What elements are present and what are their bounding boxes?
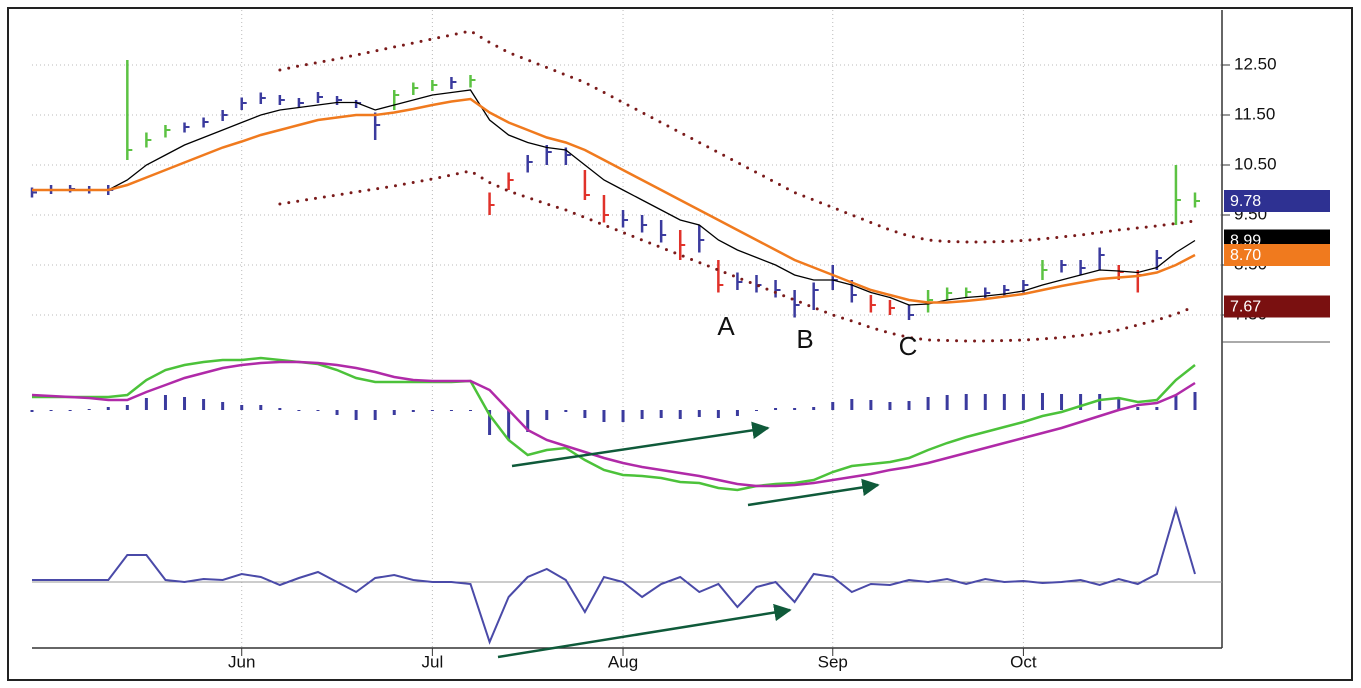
- histogram-bar: [659, 410, 663, 418]
- histogram-bar: [850, 399, 854, 410]
- histogram-bar: [335, 410, 339, 415]
- price-flag: [1224, 190, 1330, 212]
- y-tick-label: 10.50: [1234, 154, 1277, 173]
- macd-line: [32, 356, 1196, 492]
- histogram-bar: [1155, 407, 1159, 410]
- price-flag-label: 8.70: [1230, 247, 1261, 264]
- moving-average: [32, 89, 1196, 306]
- histogram-bar: [602, 410, 606, 422]
- histogram-bar: [869, 400, 873, 410]
- histogram-bar: [488, 410, 492, 435]
- histogram-bar: [774, 408, 778, 410]
- annotation: B: [796, 324, 813, 354]
- histogram-bar: [1174, 395, 1178, 410]
- histogram-bar: [678, 410, 682, 419]
- histogram-bar: [583, 410, 587, 418]
- histogram-bar: [564, 410, 568, 412]
- x-tick-label: Jul: [422, 652, 444, 671]
- x-tick-label: Aug: [608, 652, 638, 671]
- histogram-bar: [430, 410, 434, 411]
- price-flag-label: 9.78: [1230, 193, 1261, 210]
- moving-average: [32, 97, 1196, 304]
- histogram-bar: [240, 405, 244, 410]
- histogram-bar: [68, 410, 72, 411]
- histogram-bar: [297, 410, 301, 411]
- histogram-bar: [983, 394, 987, 410]
- histogram-bar: [1079, 394, 1083, 410]
- indicator-line: [32, 505, 1196, 645]
- histogram-bar: [373, 410, 377, 420]
- histogram-bar: [163, 395, 167, 410]
- histogram-bar: [392, 410, 396, 415]
- histogram-bar: [125, 405, 129, 410]
- histogram-bar: [354, 410, 358, 420]
- histogram-bar: [812, 407, 816, 410]
- histogram-bar: [1060, 394, 1064, 410]
- y-tick-label: 12.50: [1234, 54, 1277, 73]
- histogram-bar: [278, 408, 282, 410]
- price-flag-label: 7.67: [1230, 299, 1261, 316]
- histogram-bar: [888, 402, 892, 410]
- histogram-bar: [1021, 394, 1025, 410]
- arrow: [497, 603, 792, 659]
- histogram-bar: [259, 405, 263, 410]
- histogram-bar: [411, 410, 415, 412]
- marks: 12.5011.5010.509.508.507.50JunJulAugSepO…: [30, 10, 1330, 671]
- histogram-bar: [754, 410, 758, 411]
- histogram-bar: [449, 410, 453, 411]
- x-tick-label: Oct: [1010, 652, 1037, 671]
- x-tick-label: Sep: [818, 652, 848, 671]
- histogram-bar: [640, 410, 644, 419]
- histogram-bar: [964, 394, 968, 410]
- histogram-bar: [716, 410, 720, 418]
- histogram-bar: [907, 401, 911, 410]
- histogram-bar: [526, 410, 530, 432]
- histogram-bar: [735, 410, 739, 416]
- histogram-bar: [831, 402, 835, 410]
- histogram-bar: [1117, 398, 1121, 410]
- histogram-bar: [793, 408, 797, 410]
- histogram-bar: [106, 407, 110, 410]
- histogram-bar: [30, 410, 34, 412]
- histogram-bar: [144, 398, 148, 410]
- histogram-bar: [221, 402, 225, 410]
- histogram-bar: [1040, 393, 1044, 410]
- price-flag: [1224, 244, 1330, 266]
- histogram-bar: [545, 410, 549, 420]
- histogram-bar: [945, 395, 949, 410]
- arrow: [511, 421, 770, 468]
- histogram-bar: [1193, 392, 1197, 410]
- annotation: C: [899, 331, 918, 361]
- histogram-bar: [316, 410, 320, 411]
- price-flag: [1224, 295, 1330, 318]
- histogram-bar: [507, 410, 511, 440]
- histogram-bar: [87, 409, 91, 410]
- histogram-bar: [926, 397, 930, 410]
- histogram-bar: [621, 410, 625, 422]
- annotation: A: [717, 311, 735, 341]
- histogram-bar: [469, 410, 473, 411]
- histogram-bar: [697, 410, 701, 417]
- histogram-bar: [1098, 394, 1102, 410]
- histogram-bar: [202, 399, 206, 410]
- histogram-bar: [1002, 394, 1006, 410]
- histogram-bar: [49, 410, 53, 411]
- arrow: [747, 478, 880, 507]
- histogram-bar: [1136, 407, 1140, 410]
- y-tick-label: 11.50: [1234, 104, 1275, 123]
- x-tick-label: Jun: [228, 652, 255, 671]
- histogram-bar: [183, 397, 187, 410]
- macd-line: [31, 360, 1196, 488]
- frame: [7, 7, 1353, 681]
